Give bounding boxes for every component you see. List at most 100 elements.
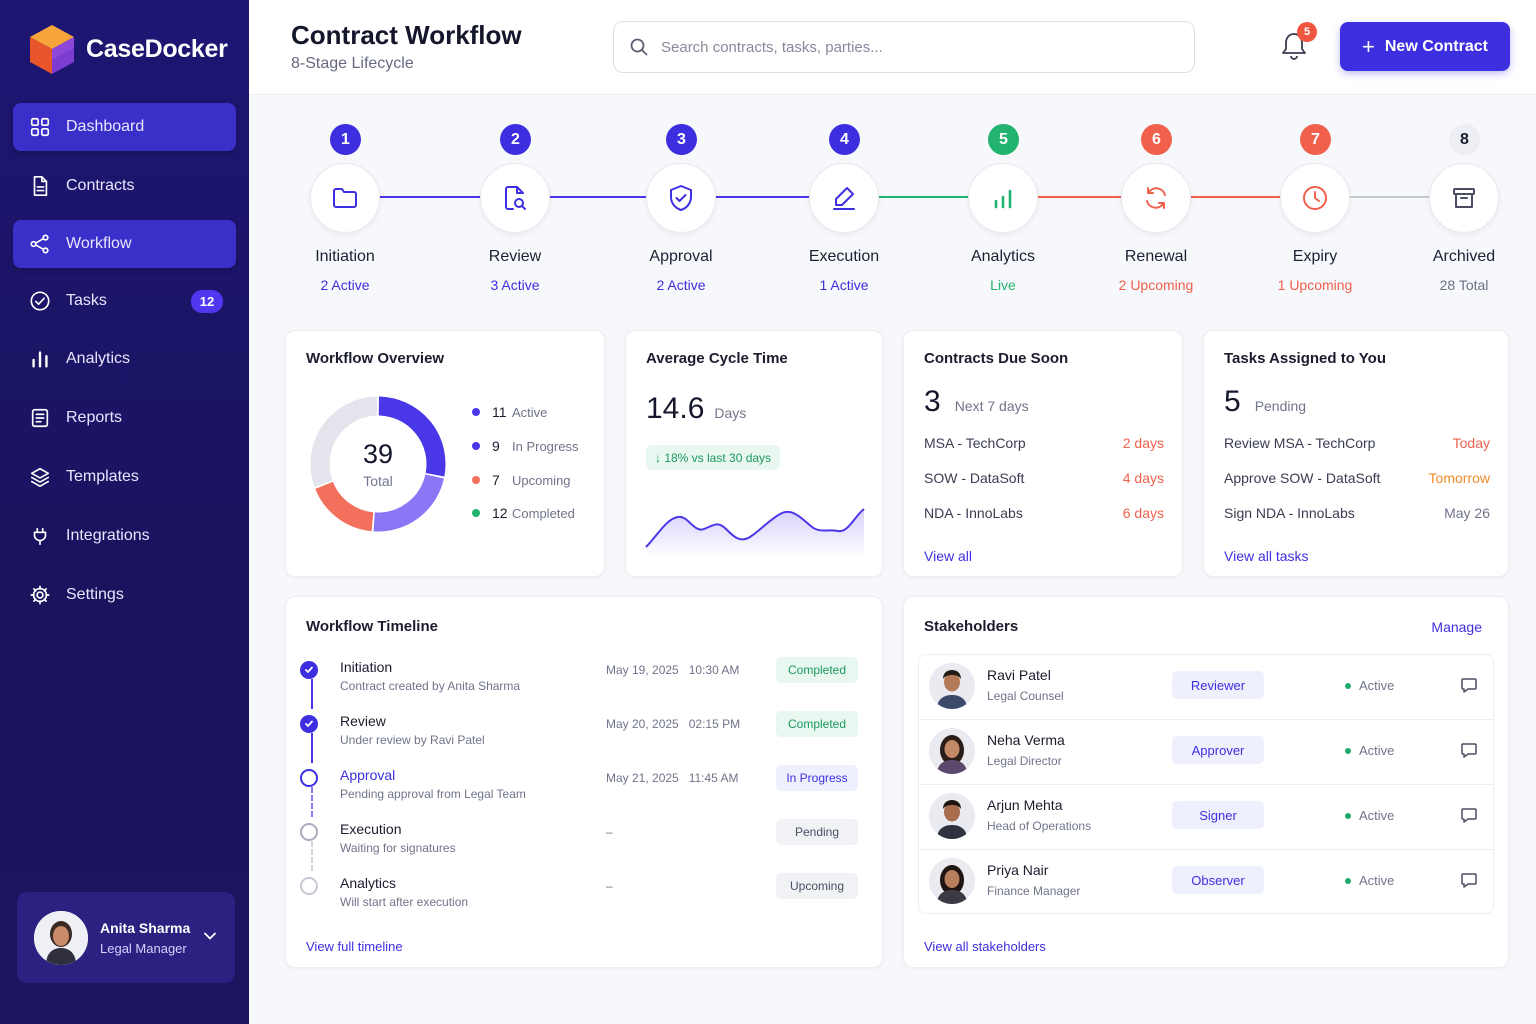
status-dot <box>1345 812 1351 819</box>
sidebar-item-analytics[interactable]: Analytics <box>13 335 236 383</box>
chevron-down-icon[interactable] <box>203 929 217 943</box>
user-profile-card[interactable]: Anita Sharma Legal Manager <box>17 892 235 983</box>
legend-label: In Progress <box>512 438 579 454</box>
new-contract-button[interactable]: + New Contract <box>1340 22 1510 71</box>
list-item[interactable]: Sign NDA - InnoLabs May 26 <box>1224 505 1490 521</box>
cube-logo-icon <box>30 25 74 74</box>
view-full-timeline-link[interactable]: View full timeline <box>306 939 403 954</box>
table-row[interactable]: Neha Verma Legal Director Approver Activ… <box>919 720 1493 785</box>
sidebar-item-label: Reports <box>66 409 123 426</box>
sidebar-item-workflow[interactable]: Workflow <box>13 220 236 268</box>
stage-number: 5 <box>988 124 1019 155</box>
timeline-item[interactable]: Analytics Will start after execution – U… <box>300 873 860 923</box>
table-row[interactable]: Ravi Patel Legal Counsel Reviewer Active <box>919 655 1493 720</box>
card-title: Stakeholders <box>924 618 1019 635</box>
timeline-date: – <box>606 825 613 839</box>
legend-item: 12 Completed <box>472 505 575 521</box>
card-title: Tasks Assigned to You <box>1224 350 1386 367</box>
contract-name: SOW - DataSoft <box>924 470 1025 486</box>
user-name: Anita Sharma <box>100 919 191 936</box>
view-all-tasks-link[interactable]: View all tasks <box>1224 548 1309 564</box>
logo[interactable]: CaseDocker <box>26 22 228 76</box>
status-dot <box>1345 747 1351 754</box>
notification-badge: 5 <box>1297 22 1317 42</box>
role-badge: Signer <box>1172 801 1264 829</box>
search-bar[interactable] <box>613 21 1195 73</box>
brand-name: CaseDocker <box>86 34 228 63</box>
stage-name: Expiry <box>1292 248 1338 265</box>
timeline-item[interactable]: Initiation Contract created by Anita Sha… <box>300 657 860 707</box>
stage-status: 3 Active <box>490 277 540 293</box>
avatar <box>34 910 88 965</box>
status-text: Active <box>1359 743 1395 758</box>
task-name: Approve SOW - DataSoft <box>1224 470 1381 486</box>
timeline-item[interactable]: Approval Pending approval from Legal Tea… <box>300 765 860 815</box>
stakeholders-table: Ravi Patel Legal Counsel Reviewer Active… <box>918 654 1494 914</box>
legend-dot <box>472 476 480 484</box>
timeline-item[interactable]: Execution Waiting for signatures – Pendi… <box>300 819 860 869</box>
donut-center: 39 Total <box>306 439 450 489</box>
timeline-title: Initiation <box>340 659 393 675</box>
search-icon <box>630 38 648 56</box>
legend-count: 9 <box>492 438 500 454</box>
card-title: Workflow Timeline <box>306 618 438 635</box>
view-all-link[interactable]: View all <box>924 548 972 564</box>
sidebar-item-reports[interactable]: Reports <box>13 394 236 442</box>
timeline-item[interactable]: Review Under review by Ravi Patel May 20… <box>300 711 860 761</box>
status-badge: Pending <box>776 819 858 845</box>
tasks-count-badge: 12 <box>191 290 223 313</box>
list-item[interactable]: Approve SOW - DataSoft Tomorrow <box>1224 470 1490 486</box>
view-all-stakeholders-link[interactable]: View all stakeholders <box>924 939 1046 954</box>
page-subtitle: 8-Stage Lifecycle <box>291 55 414 72</box>
pending-circle-icon <box>300 823 318 841</box>
list-item[interactable]: SOW - DataSoft 4 days <box>924 470 1164 486</box>
sidebar-item-integrations[interactable]: Integrations <box>13 512 236 560</box>
stage-connector <box>1191 196 1281 198</box>
sidebar-item-dashboard[interactable]: Dashboard <box>13 103 236 151</box>
legend-count: 7 <box>492 472 500 488</box>
header: Contract Workflow 8-Stage Lifecycle 5 + N… <box>249 0 1536 95</box>
page-title: Contract Workflow <box>291 20 522 50</box>
manage-link[interactable]: Manage <box>1431 619 1482 635</box>
timeline-connector <box>311 787 313 817</box>
status-dot <box>1345 682 1351 689</box>
contract-name: NDA - InnoLabs <box>924 505 1023 521</box>
sidebar-item-contracts[interactable]: Contracts <box>13 162 236 210</box>
donut-total-label: Total <box>363 473 393 489</box>
stakeholder-name: Arjun Mehta <box>987 797 1063 813</box>
list-item[interactable]: Review MSA - TechCorp Today <box>1224 435 1490 451</box>
stage-connector <box>1350 196 1430 198</box>
cycle-sparkline <box>645 508 865 559</box>
role-badge: Approver <box>1172 736 1264 764</box>
legend-item: 11 Active <box>472 404 547 420</box>
task-due: May 26 <box>1444 505 1490 521</box>
message-icon[interactable] <box>1459 870 1479 890</box>
search-input[interactable] <box>661 38 1161 56</box>
timeline-title: Review <box>340 713 386 729</box>
stakeholder-title: Finance Manager <box>987 884 1081 898</box>
status-badge: Completed <box>776 657 858 683</box>
stage-number: 3 <box>666 124 697 155</box>
list-item[interactable]: MSA - TechCorp 2 days <box>924 435 1164 451</box>
cycle-time-card: Average Cycle Time 14.6 Days ↓ 18% vs la… <box>625 330 883 577</box>
table-row[interactable]: Arjun Mehta Head of Operations Signer Ac… <box>919 785 1493 850</box>
message-icon[interactable] <box>1459 805 1479 825</box>
message-icon[interactable] <box>1459 675 1479 695</box>
task-name: Sign NDA - InnoLabs <box>1224 505 1355 521</box>
bar-chart-icon <box>28 347 52 371</box>
table-row[interactable]: Priya Nair Finance Manager Observer Acti… <box>919 850 1493 915</box>
new-contract-label: New Contract <box>1384 37 1488 55</box>
sidebar-item-label: Dashboard <box>66 118 145 135</box>
sidebar-item-tasks[interactable]: Tasks 12 <box>13 277 236 325</box>
status-text: Active <box>1359 808 1395 823</box>
sidebar-item-templates[interactable]: Templates <box>13 453 236 501</box>
legend-count: 12 <box>492 505 508 521</box>
message-icon[interactable] <box>1459 740 1479 760</box>
due-in: 6 days <box>1122 505 1164 521</box>
list-item[interactable]: NDA - InnoLabs 6 days <box>924 505 1164 521</box>
stakeholder-name: Ravi Patel <box>987 667 1051 683</box>
sidebar-item-settings[interactable]: Settings <box>13 571 236 619</box>
legend-count: 11 <box>492 404 507 420</box>
timeline-connector <box>311 679 313 709</box>
timeline-desc: Will start after execution <box>340 895 469 909</box>
